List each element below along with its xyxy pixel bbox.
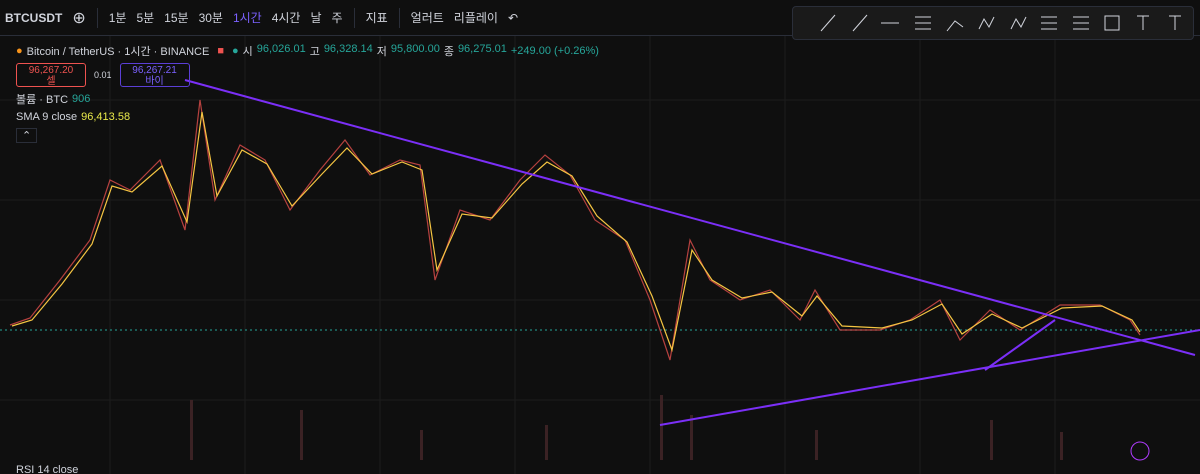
- legend-header: ● Bitcoin / TetherUS · 1시간 · BINANCE ■ ●…: [16, 42, 599, 60]
- collapse-row: ⌃: [16, 126, 599, 144]
- interval-button[interactable]: 1분: [108, 11, 127, 25]
- flag: ■: [217, 45, 224, 57]
- alert-icon[interactable]: [1130, 441, 1150, 461]
- ohlc-value: 96,026.01: [256, 43, 306, 55]
- volume-value: 906: [72, 93, 91, 105]
- measure-tool[interactable]: [1073, 16, 1089, 30]
- volume-row: 볼륨 · BTC 906: [16, 90, 599, 108]
- separator: [398, 7, 400, 28]
- legend: ● Bitcoin / TetherUS · 1시간 · BINANCE ■ ●…: [16, 42, 599, 144]
- interval-button[interactable]: 5분: [136, 11, 155, 25]
- add-symbol[interactable]: ⊕: [72, 9, 86, 27]
- fib-ret-tool[interactable]: [1041, 16, 1057, 30]
- ohlc-label: 종: [443, 46, 454, 58]
- interval-button[interactable]: 15분: [164, 11, 189, 25]
- sell-button[interactable]: 96,267.20 셀: [16, 63, 86, 87]
- fib-tool[interactable]: [946, 20, 964, 32]
- separator: [353, 7, 355, 28]
- symbol[interactable]: BTCUSDT: [5, 10, 63, 25]
- drawing-tools: [820, 14, 1181, 32]
- interval-button[interactable]: 4시간: [271, 11, 301, 25]
- volume-label: 볼륨 · BTC: [16, 94, 69, 106]
- price-series: [9, 99, 1141, 361]
- volume-bars: [190, 395, 1063, 460]
- sma-label: SMA 9 close: [16, 111, 78, 123]
- replay-button[interactable]: 리플레이: [453, 11, 498, 25]
- ohlc-value: 96,275.01: [457, 43, 507, 55]
- undo-button[interactable]: ↶: [507, 10, 519, 25]
- trend-lines: [184, 79, 1200, 426]
- drawing-toolbar: [792, 6, 1194, 40]
- top-toolbar: BTCUSDT ⊕ 1분 5분 15분 30분 1시간 4시간 날 주 지표 얼러트 리플레이…: [0, 0, 1200, 36]
- separator: [96, 7, 98, 28]
- trend-tool[interactable]: [820, 14, 836, 32]
- sell-label: 셀: [46, 76, 56, 87]
- channel-tool[interactable]: [915, 16, 931, 30]
- shape-tool[interactable]: [1104, 15, 1120, 31]
- ohlc-label: 시: [242, 46, 253, 58]
- buy-label: 바이: [145, 76, 164, 87]
- pattern-tool[interactable]: [978, 16, 995, 30]
- coin-icon: ●: [16, 45, 23, 57]
- collapse-button[interactable]: ⌃: [16, 127, 38, 143]
- ohlc-label: 저: [376, 46, 387, 58]
- sma-value: 96,413.58: [81, 111, 131, 123]
- elliott-tool[interactable]: [1010, 16, 1027, 30]
- sell-price: 96,267.20: [28, 65, 74, 76]
- sma-row: SMA 9 close 96,413.58: [16, 108, 599, 126]
- interval-button[interactable]: 1시간: [232, 11, 262, 25]
- ohlc-label: 고: [309, 46, 320, 58]
- intervals: 1분 5분 15분 30분 1시간 4시간 날 주: [104, 9, 348, 26]
- rsi-label: RSI 14 close: [16, 464, 79, 474]
- change: +249.00 (+0.26%): [510, 45, 599, 57]
- symbol-title: Bitcoin / TetherUS · 1시간 · BINANCE: [26, 46, 210, 58]
- grid: [0, 36, 1200, 474]
- alert-button[interactable]: 얼러트: [410, 11, 444, 25]
- spread: 0.01: [94, 70, 112, 80]
- interval-button[interactable]: 날: [310, 11, 322, 25]
- text-tool-2[interactable]: [1169, 15, 1181, 30]
- indicators-button[interactable]: 지표: [365, 11, 388, 25]
- interval-button[interactable]: 30분: [198, 11, 223, 25]
- sma-line: [11, 111, 1141, 353]
- text-tool[interactable]: [1137, 15, 1149, 30]
- buy-button[interactable]: 96,267.21 바이: [119, 63, 190, 87]
- ohlc: 시 96,026.01 고 96,328.14 저 95,800.00 종 96,275.01: [243, 43, 507, 59]
- ohlc-value: 95,800.00: [390, 43, 440, 55]
- trade-row: 96,267.20 셀 0.01 96,267.21 바이: [16, 60, 599, 90]
- status-dot: ●: [231, 45, 239, 57]
- interval-button[interactable]: 주: [331, 11, 343, 25]
- ray-tool[interactable]: [852, 14, 868, 32]
- buy-price: 96,267.21: [132, 65, 177, 76]
- ohlc-value: 96,328.14: [323, 43, 373, 55]
